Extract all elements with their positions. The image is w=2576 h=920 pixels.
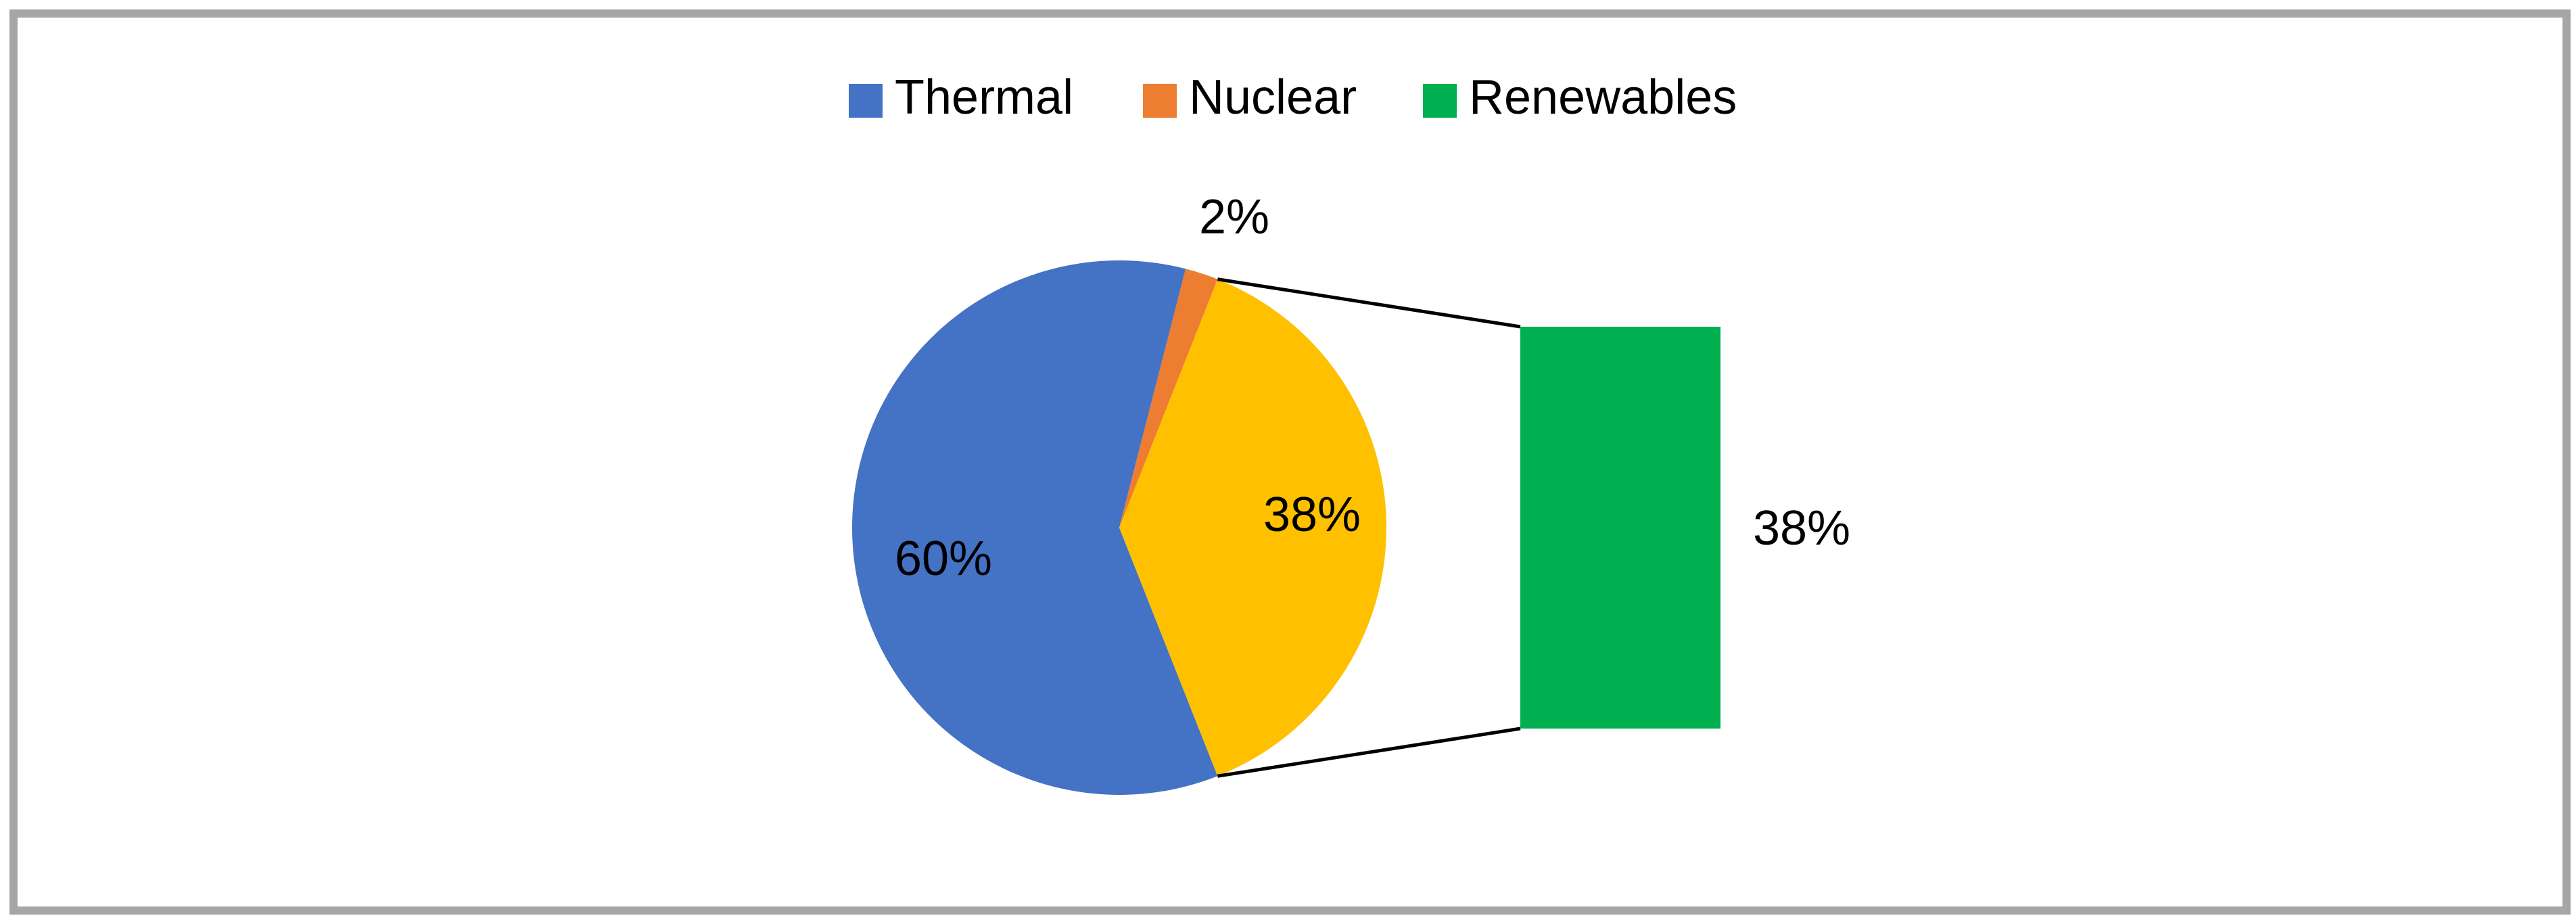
legend-swatch-thermal bbox=[849, 84, 883, 118]
legend-label-renewables: Renewables bbox=[1469, 70, 1737, 124]
data-label-nuclear: 2% bbox=[1199, 190, 1269, 244]
legend-swatch-nuclear bbox=[1143, 84, 1177, 118]
legend-label-thermal: Thermal bbox=[895, 70, 1073, 124]
pie-slice-thermal bbox=[851, 260, 1218, 796]
pie-slice-nuclear bbox=[1119, 269, 1218, 528]
connectors bbox=[1217, 277, 1521, 778]
legend: Thermal Nuclear Renewables bbox=[849, 70, 1737, 124]
bar bbox=[1520, 327, 1720, 729]
data-label-thermal: 60% bbox=[895, 532, 992, 586]
connector-line-top bbox=[1217, 277, 1521, 329]
data-labels: 60% 2% 38% 38% bbox=[895, 190, 1850, 586]
legend-swatch-renewables bbox=[1423, 84, 1457, 118]
data-label-other: 38% bbox=[1263, 488, 1361, 542]
legend-label-nuclear: Nuclear bbox=[1189, 70, 1357, 124]
bar-segment-renewables bbox=[1520, 327, 1720, 729]
bar-label-renewables: 38% bbox=[1753, 501, 1850, 555]
pie bbox=[851, 260, 1386, 796]
pie-slice-other bbox=[1119, 279, 1386, 777]
connector-line-bottom bbox=[1217, 727, 1521, 778]
